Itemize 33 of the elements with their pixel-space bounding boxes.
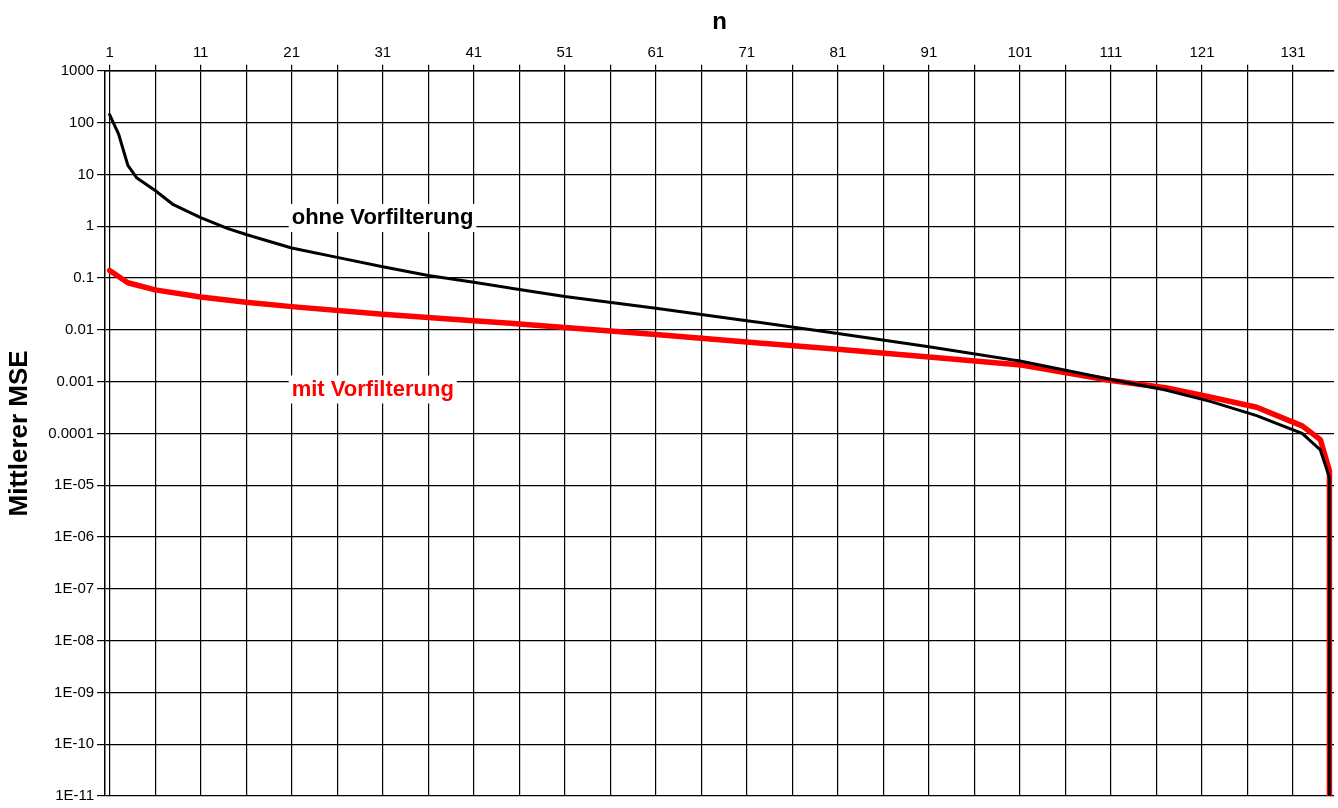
x-tick-label: 41 (465, 42, 483, 60)
y-tick-label: 1000 (60, 60, 95, 78)
y-tick-label: 1E-05 (54, 475, 95, 493)
text: mit Vorfilterung (291, 375, 454, 401)
x-tick-label: 131 (1280, 42, 1306, 60)
y-tick-label: 0.001 (56, 371, 95, 389)
y-tick-label: 10 (77, 164, 95, 182)
y-tick-label: 1 (85, 216, 95, 234)
y-tick-label: 1E-06 (54, 527, 95, 545)
y-tick-label: 1E-11 (55, 786, 95, 804)
series-label: ohne Vorfilterung (291, 204, 474, 230)
x-tick-label: 11 (192, 42, 209, 60)
y-tick-label: 1E-08 (54, 630, 95, 648)
x-tick-label: 21 (283, 42, 301, 60)
y-tick-label: 1E-07 (54, 578, 95, 596)
x-tick-label: 51 (556, 42, 574, 60)
y-tick-label: 0.1 (73, 268, 95, 286)
y-tick-label: 100 (69, 112, 95, 130)
y-axis-title: Mittlerer MSE (2, 350, 33, 517)
y-tick-label: 0.01 (64, 319, 95, 337)
x-tick-label: 1 (105, 42, 114, 60)
x-tick-label: 91 (920, 42, 938, 60)
y-tick-label: 1E-10 (54, 734, 95, 752)
x-tick-label: 61 (647, 42, 665, 60)
x-tick-label: 31 (374, 42, 392, 60)
x-tick-label: 121 (1189, 42, 1215, 60)
y-tick-label: 0.0001 (48, 423, 95, 441)
x-tick-label: 101 (1007, 42, 1033, 60)
x-axis-title: n (712, 7, 727, 35)
x-tick-label: 111 (1099, 42, 1123, 60)
y-tick-label: 1E-09 (54, 682, 95, 700)
x-tick-label: 71 (738, 42, 756, 60)
x-tick-label: 81 (829, 42, 847, 60)
